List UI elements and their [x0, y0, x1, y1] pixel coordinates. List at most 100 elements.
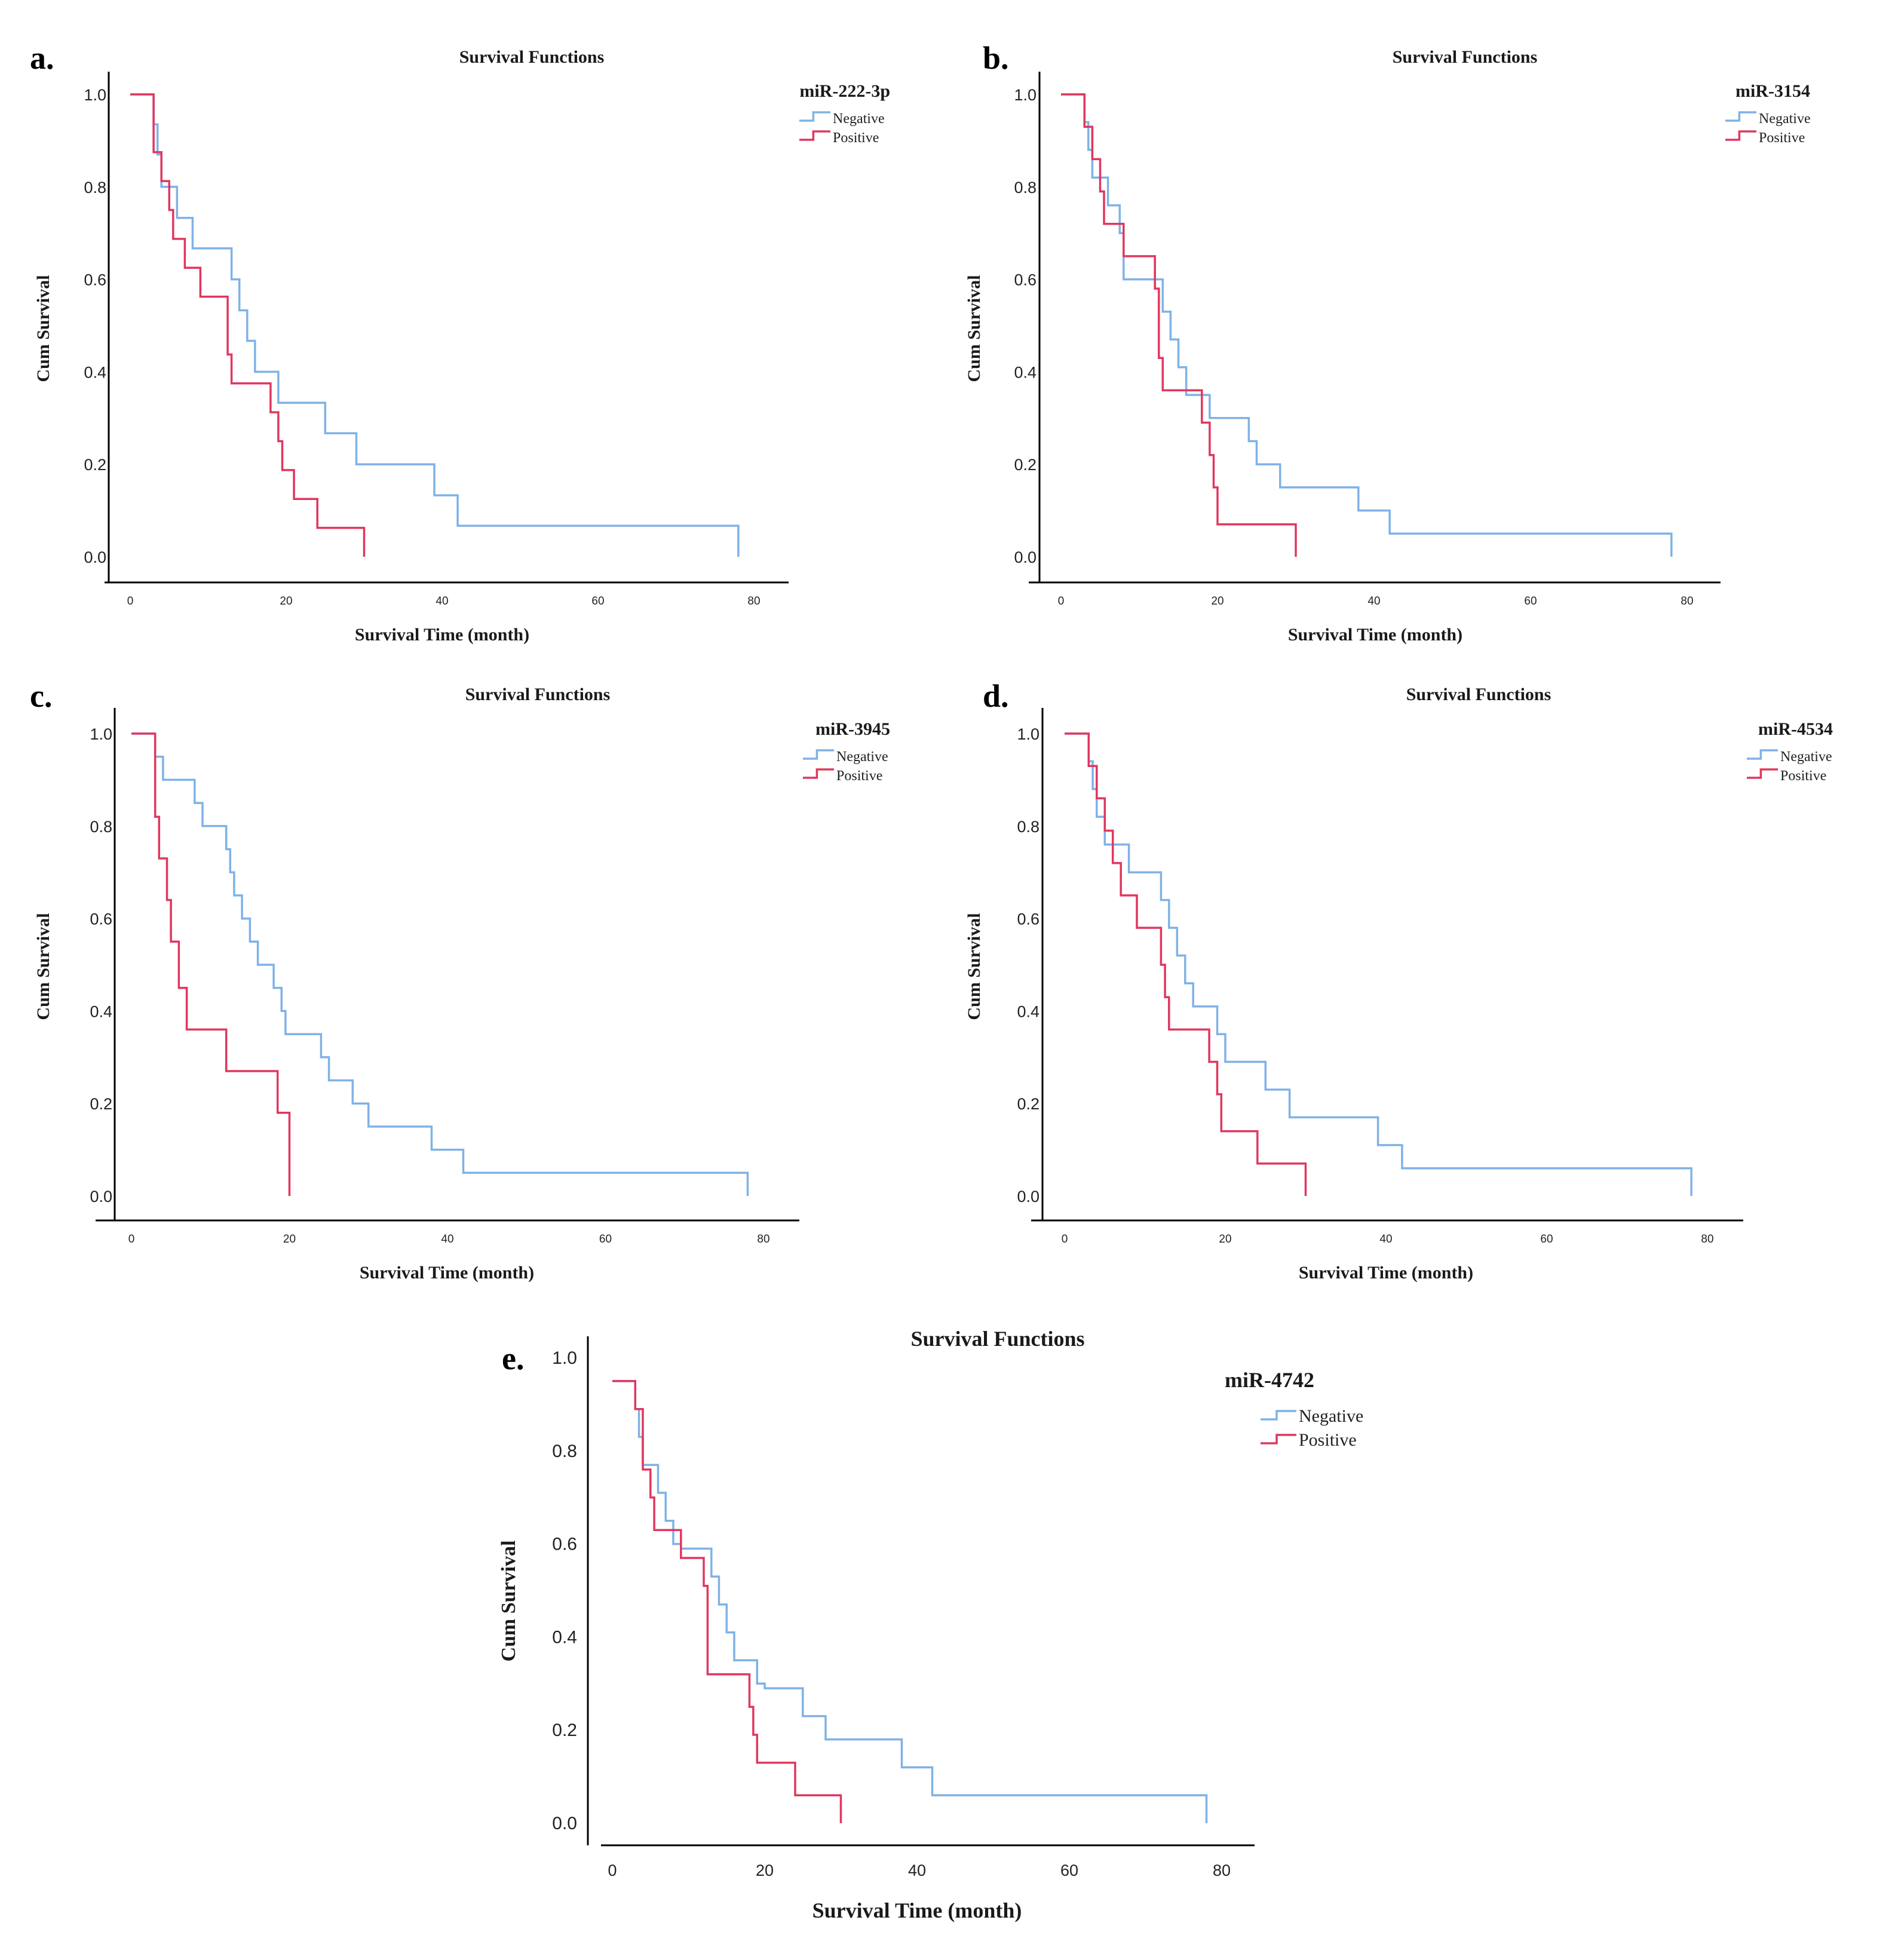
legend-swatch-negative: [803, 749, 834, 760]
x-tick-label: 40: [436, 595, 448, 608]
y-tick-label: 0.0: [552, 1814, 577, 1833]
x-axis-label: Survival Time (month): [812, 1898, 1022, 1922]
y-axis-label: Cum Survival: [498, 1540, 520, 1661]
x-tick-label: 40: [1367, 595, 1380, 608]
legend-entry-negative: Negative: [1299, 1406, 1363, 1426]
y-tick-label: 0.6: [84, 271, 106, 289]
x-tick-label: 80: [757, 1233, 769, 1246]
y-tick-label: 0.8: [84, 179, 106, 197]
x-tick-label: 20: [756, 1861, 774, 1879]
y-axis-label: Cum Survival: [964, 275, 984, 382]
chart-panel-1: a. Survival Functions Cum Survival Survival…: [30, 40, 890, 645]
chart-title: Survival Functions: [1393, 47, 1538, 67]
survival-curve-positive: [612, 1380, 842, 1823]
y-tick-label: 0.8: [552, 1441, 577, 1461]
x-tick-label: 20: [1219, 1233, 1231, 1246]
legend-title: miR-3154: [1735, 81, 1810, 101]
panel-letter: e.: [502, 1341, 524, 1376]
panel-letter: d.: [983, 678, 1009, 714]
x-axis-label: Survival Time (month): [360, 1263, 534, 1283]
x-tick-label: 60: [1060, 1861, 1078, 1879]
y-tick-label: 0.2: [90, 1095, 112, 1113]
y-tick-label: 1.0: [84, 86, 106, 104]
x-tick-label: 20: [280, 595, 292, 608]
x-tick-label: 40: [441, 1233, 453, 1246]
legend-entry-positive: Positive: [1299, 1430, 1357, 1450]
chart-panel-4: d. Survival Functions Cum Survival Survival…: [964, 678, 1833, 1283]
chart-panel-5: e. Survival Functions Cum Survival Survival…: [498, 1327, 1363, 1922]
panel-letter: b.: [983, 40, 1009, 76]
x-tick-label: 0: [128, 1233, 135, 1246]
x-axis-label: Survival Time (month): [1299, 1263, 1473, 1283]
chart-title: Survival Functions: [1406, 685, 1551, 704]
y-tick-label: 0.4: [84, 363, 106, 381]
panel-letter: c.: [30, 678, 52, 714]
x-tick-label: 80: [1213, 1861, 1231, 1879]
y-tick-label: 0.0: [84, 548, 106, 566]
chart-panel-3: c. Survival Functions Cum Survival Survival…: [30, 678, 890, 1283]
y-tick-label: 1.0: [552, 1348, 577, 1368]
y-axis-label: Cum Survival: [964, 913, 984, 1020]
legend-swatch-positive: [1747, 768, 1778, 779]
y-tick-label: 0.2: [552, 1720, 577, 1740]
x-tick-label: 0: [1058, 595, 1065, 608]
legend-entry-positive: Positive: [1780, 768, 1826, 784]
x-tick-label: 20: [1211, 595, 1223, 608]
x-tick-label: 80: [1701, 1233, 1713, 1246]
legend-swatch-negative: [1747, 749, 1778, 760]
legend-entry-negative: Negative: [1759, 111, 1811, 127]
y-tick-label: 0.6: [552, 1535, 577, 1554]
y-tick-label: 0.2: [1017, 1095, 1039, 1113]
y-tick-label: 0.4: [1017, 1002, 1039, 1020]
legend-entry-positive: Positive: [833, 130, 879, 146]
x-tick-label: 0: [608, 1861, 617, 1879]
y-tick-label: 0.4: [1014, 363, 1037, 381]
y-tick-label: 1.0: [90, 725, 112, 743]
y-tick-label: 0.4: [90, 1002, 112, 1020]
x-tick-label: 60: [599, 1233, 612, 1246]
y-tick-label: 0.4: [552, 1627, 577, 1647]
y-tick-label: 1.0: [1014, 86, 1037, 104]
x-axis-label: Survival Time (month): [1288, 625, 1462, 645]
x-tick-label: 40: [1379, 1233, 1392, 1246]
survival-curve-negative: [1061, 93, 1673, 557]
legend-title: miR-4742: [1225, 1368, 1314, 1392]
y-tick-label: 0.6: [1017, 910, 1039, 928]
legend-title: miR-4534: [1758, 719, 1833, 739]
x-axis-label: Survival Time (month): [355, 625, 529, 645]
y-tick-label: 0.6: [90, 910, 112, 928]
survival-curve-negative: [612, 1380, 1208, 1823]
y-axis-label: Cum Survival: [33, 275, 53, 382]
legend-entry-positive: Positive: [836, 768, 882, 784]
y-tick-label: 0.8: [1014, 179, 1037, 197]
legend-entry-positive: Positive: [1759, 130, 1805, 146]
survival-curve-negative: [1065, 732, 1692, 1196]
survival-curve-negative: [131, 732, 749, 1196]
survival-curve-negative: [130, 93, 740, 557]
legend-swatch-positive: [803, 768, 834, 779]
chart-panel-2: b. Survival Functions Cum Survival Survival…: [964, 40, 1811, 645]
x-tick-label: 60: [591, 595, 604, 608]
y-tick-label: 0.0: [90, 1188, 112, 1206]
x-tick-label: 60: [1540, 1233, 1553, 1246]
legend-swatch-positive: [1261, 1434, 1296, 1444]
x-tick-label: 0: [127, 595, 134, 608]
y-tick-label: 0.2: [84, 456, 106, 474]
legend-swatch-negative: [1725, 111, 1756, 122]
y-tick-label: 0.0: [1017, 1188, 1039, 1206]
y-tick-label: 0.2: [1014, 456, 1037, 474]
legend-swatch-negative: [799, 111, 830, 122]
x-tick-label: 60: [1524, 595, 1537, 608]
y-tick-label: 0.8: [90, 818, 112, 836]
x-tick-label: 20: [283, 1233, 296, 1246]
panel-letter: a.: [30, 40, 54, 76]
survival-curve-positive: [1061, 93, 1297, 557]
y-tick-label: 0.6: [1014, 271, 1037, 289]
survival-curve-positive: [130, 93, 366, 557]
chart-title: Survival Functions: [465, 685, 611, 704]
x-tick-label: 80: [747, 595, 760, 608]
legend-title: miR-3945: [815, 719, 890, 739]
y-axis-label: Cum Survival: [33, 913, 53, 1020]
x-tick-label: 40: [908, 1861, 926, 1879]
